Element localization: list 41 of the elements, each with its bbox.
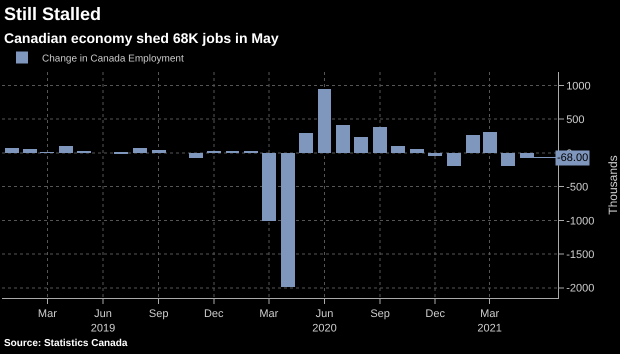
y-tick-label: 500 [566, 114, 585, 126]
bar [189, 153, 203, 158]
y-tick-label: 1000 [566, 80, 591, 92]
x-tick-label: Dec [425, 308, 446, 320]
y-axis-title: Thousands [606, 155, 620, 215]
bar [501, 153, 515, 166]
bar [483, 132, 497, 153]
annotation: -68.00 [557, 152, 588, 164]
bar [354, 137, 368, 153]
bar [281, 153, 295, 287]
bar [318, 89, 331, 153]
chart-subtitle: Canadian economy shed 68K jobs in May [4, 30, 279, 46]
bar [466, 135, 480, 153]
bar [59, 146, 73, 153]
y-tick-label: -1000 [566, 215, 594, 228]
bar [5, 148, 19, 153]
y-tick-label: -1500 [566, 249, 594, 261]
bar [373, 127, 387, 153]
x-tick-label: Dec [204, 308, 224, 320]
legend-label: Change in Canada Employment [42, 53, 184, 64]
x-tick-label: Sep [370, 308, 390, 320]
bar [262, 153, 276, 221]
x-tick-label: Mar 2021 [477, 308, 502, 334]
bar [410, 149, 424, 153]
x-tick-label: Jun 2019 [90, 308, 116, 334]
y-tick-label: -500 [566, 182, 588, 194]
bar [428, 153, 442, 156]
bar [391, 146, 405, 153]
bar [23, 149, 37, 153]
y-tick-label: -2000 [566, 282, 594, 295]
source-note: Source: Statistics Canada [4, 338, 128, 349]
x-tick-label: Mar [38, 308, 58, 320]
bar [447, 153, 461, 166]
x-tick-label: Sep [148, 308, 168, 320]
bar [133, 148, 147, 153]
bar [336, 125, 350, 153]
bar [152, 150, 166, 153]
chart-title: Still Stalled [4, 4, 102, 24]
bar [299, 133, 313, 153]
x-tick-label: Jun 2020 [312, 308, 337, 334]
x-tick-label: Mar [259, 308, 279, 320]
